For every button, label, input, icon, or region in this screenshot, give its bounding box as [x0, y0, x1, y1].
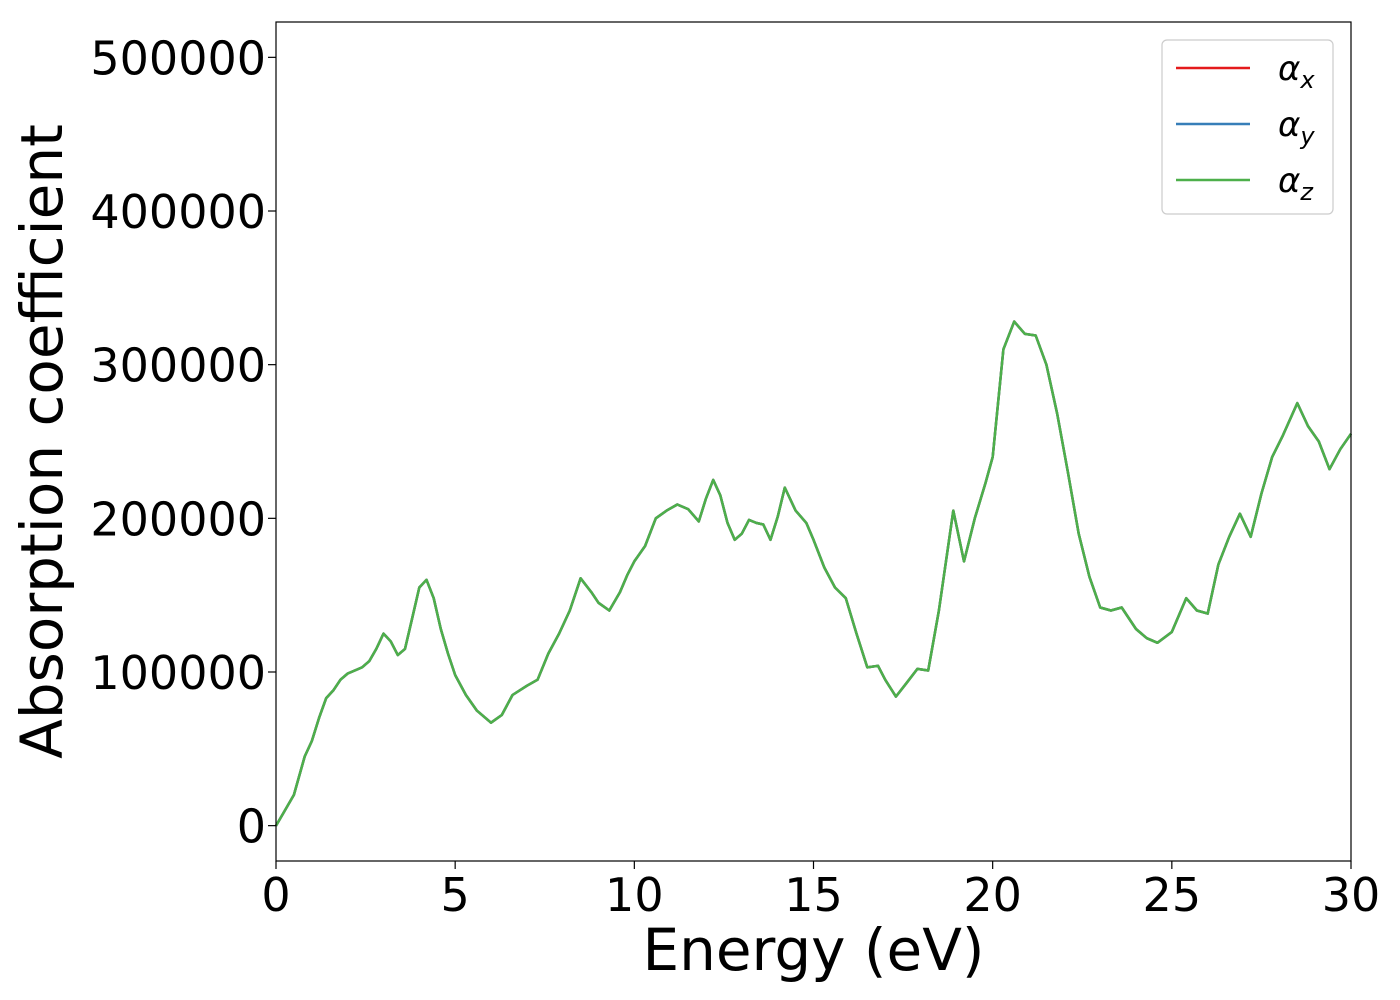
x-axis-label: Energy (eV) — [642, 916, 984, 984]
plot-frame — [275, 21, 1352, 862]
y-tick-label: 500000 — [90, 31, 266, 85]
x-tick-label: 25 — [1143, 868, 1202, 922]
y-tick-label: 100000 — [90, 646, 266, 700]
legend-label-z: αz — [1278, 161, 1314, 206]
legend: αx αy αz — [1161, 39, 1334, 215]
x-tick-label: 10 — [605, 868, 664, 922]
y-tick-label: 200000 — [90, 492, 266, 546]
y-axis-label: Absorption coefficient — [8, 124, 76, 759]
x-tick-label: 0 — [261, 868, 290, 922]
x-tick-label: 5 — [441, 868, 470, 922]
y-axis-ticks: 0 100000 200000 300000 400000 500000 — [90, 31, 276, 854]
x-tick-label: 30 — [1322, 868, 1381, 922]
x-tick-label: 20 — [963, 868, 1022, 922]
series-line-z — [274, 320, 1353, 827]
y-tick-label: 300000 — [90, 339, 266, 393]
y-tick-label: 0 — [237, 800, 266, 854]
y-tick-label: 400000 — [90, 185, 266, 239]
legend-label-x: αx — [1278, 49, 1315, 94]
x-tick-label: 15 — [784, 868, 843, 922]
series-lines — [274, 320, 1353, 827]
legend-box — [1161, 39, 1334, 215]
x-axis-ticks: 0 5 10 15 20 25 30 — [261, 861, 1380, 922]
legend-label-y: αy — [1278, 105, 1315, 150]
